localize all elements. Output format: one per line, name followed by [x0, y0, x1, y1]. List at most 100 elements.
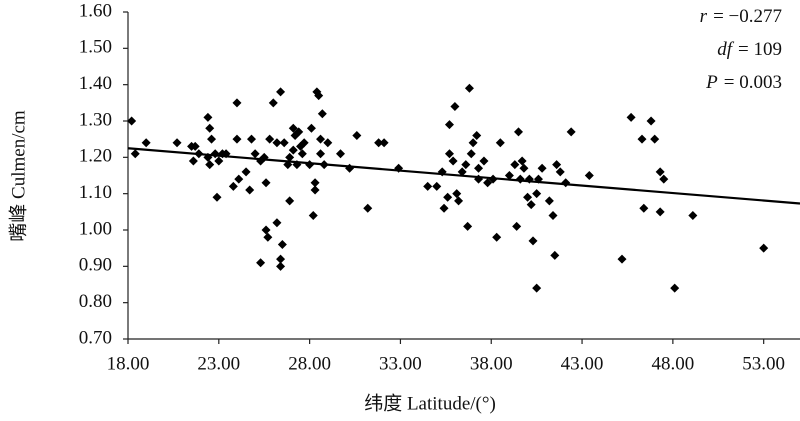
- point: [188, 156, 198, 166]
- point: [550, 250, 560, 260]
- point: [335, 149, 345, 159]
- point: [345, 163, 355, 173]
- point: [457, 167, 467, 177]
- point: [276, 87, 286, 97]
- point: [495, 138, 505, 148]
- point: [308, 210, 318, 220]
- point: [504, 171, 514, 180]
- point: [232, 134, 242, 144]
- point: [452, 189, 462, 199]
- point: [232, 98, 242, 108]
- point: [552, 160, 562, 170]
- point: [519, 163, 529, 173]
- point: [130, 149, 140, 159]
- point: [626, 112, 636, 122]
- point: [276, 261, 286, 271]
- point: [288, 123, 298, 133]
- point: [316, 134, 326, 144]
- point: [205, 160, 215, 170]
- y-tick-label: 1.40: [79, 73, 112, 94]
- point: [285, 152, 295, 162]
- annotation-variable: df: [717, 39, 735, 60]
- point: [517, 156, 527, 166]
- y-tick-label: 1.50: [79, 37, 112, 58]
- y-tick-label: 1.60: [79, 0, 112, 21]
- point: [268, 98, 278, 108]
- point: [466, 149, 476, 159]
- point: [532, 189, 542, 199]
- point: [548, 210, 558, 220]
- annotation-value: = −0.277: [713, 6, 782, 27]
- point: [294, 127, 304, 137]
- point: [537, 163, 547, 173]
- x-axis-label: 纬度 Latitude/(°): [364, 392, 496, 414]
- point: [305, 160, 315, 170]
- point: [450, 101, 460, 111]
- annotation-variable: r: [700, 6, 708, 27]
- annotation-value: = 109: [738, 39, 782, 60]
- point: [256, 258, 266, 268]
- point: [272, 138, 282, 148]
- x-tick-label: 28.00: [288, 353, 331, 374]
- point: [472, 131, 482, 141]
- point: [561, 178, 571, 188]
- point: [285, 196, 295, 206]
- point: [544, 196, 554, 206]
- point: [363, 203, 373, 213]
- x-tick-label: 48.00: [651, 353, 694, 374]
- point: [261, 225, 271, 235]
- point: [265, 134, 275, 144]
- y-tick-label: 0.70: [79, 327, 112, 348]
- x-tick-label: 38.00: [470, 353, 513, 374]
- point: [584, 171, 594, 180]
- y-tick-label: 0.90: [79, 255, 112, 276]
- point: [759, 243, 769, 253]
- point: [523, 192, 533, 202]
- point: [655, 167, 665, 177]
- point: [314, 91, 324, 101]
- x-tick-label: 18.00: [107, 353, 150, 374]
- point: [316, 149, 326, 159]
- x-tick-label: 43.00: [561, 353, 604, 374]
- point: [212, 192, 222, 202]
- y-tick-label: 1.30: [79, 109, 112, 130]
- point: [214, 156, 224, 166]
- point: [439, 203, 449, 213]
- point: [245, 185, 255, 195]
- point: [513, 127, 523, 137]
- point: [263, 232, 273, 242]
- point: [374, 138, 384, 148]
- annotation-value: = 0.003: [724, 72, 782, 93]
- point: [474, 163, 484, 173]
- point: [637, 134, 647, 144]
- point: [423, 181, 433, 191]
- y-tick-label: 1.00: [79, 218, 112, 239]
- point: [566, 127, 576, 137]
- point: [141, 138, 151, 148]
- point: [279, 138, 289, 148]
- point: [555, 167, 565, 177]
- y-tick-label: 1.20: [79, 146, 112, 167]
- point: [247, 134, 257, 144]
- point: [444, 120, 454, 130]
- point: [272, 218, 282, 228]
- point: [650, 134, 660, 144]
- point: [688, 210, 698, 220]
- x-tick-label: 53.00: [742, 353, 785, 374]
- point: [379, 138, 389, 148]
- y-tick-label: 1.10: [79, 182, 112, 203]
- point: [463, 221, 473, 231]
- point: [288, 145, 298, 155]
- point: [276, 254, 286, 264]
- point: [454, 196, 464, 206]
- point: [203, 112, 213, 122]
- y-tick-label: 0.80: [79, 291, 112, 312]
- point: [261, 178, 271, 188]
- point: [306, 123, 316, 133]
- point: [528, 236, 538, 246]
- point: [479, 156, 489, 166]
- point: [483, 178, 493, 188]
- point: [448, 156, 458, 166]
- point: [512, 221, 522, 231]
